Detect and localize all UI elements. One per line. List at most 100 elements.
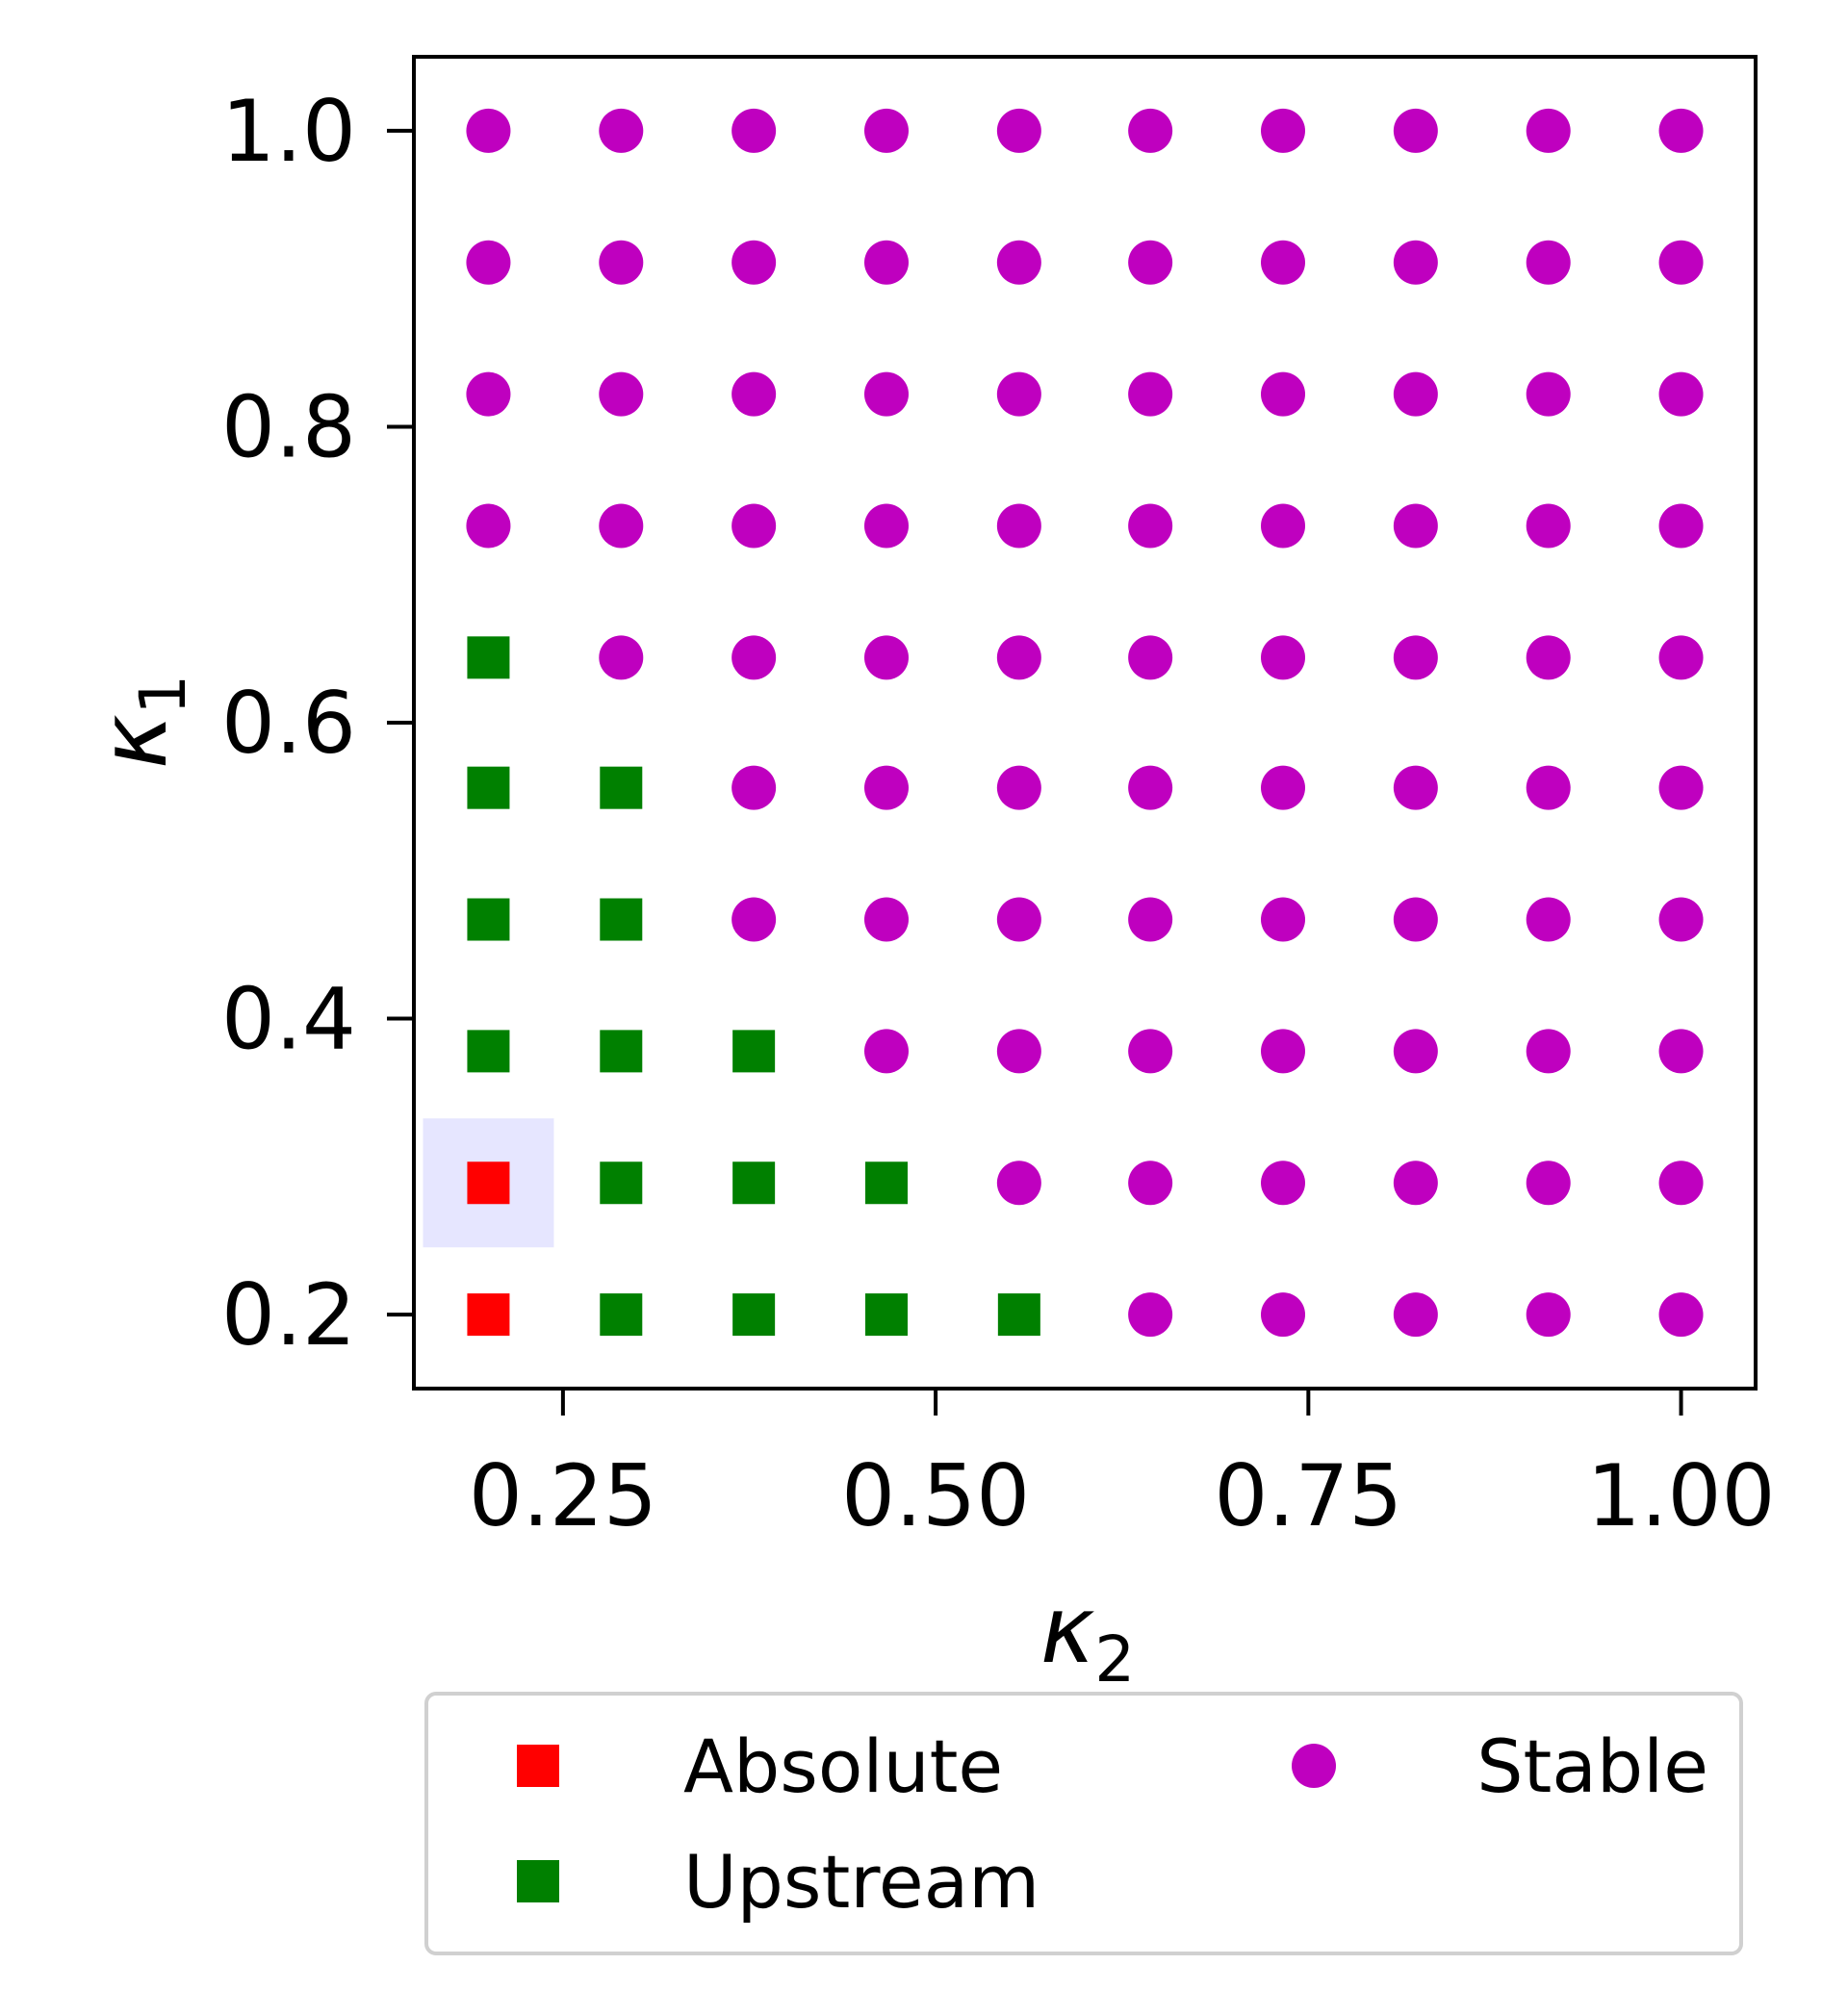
point-stable <box>1658 897 1704 942</box>
point-upstream <box>600 1030 643 1073</box>
point-stable <box>466 503 511 549</box>
point-stable <box>599 635 644 680</box>
point-stable <box>466 240 511 285</box>
point-stable <box>1526 635 1571 680</box>
point-upstream <box>732 1030 776 1073</box>
point-stable <box>863 635 909 680</box>
point-stable <box>863 503 909 549</box>
point-stable <box>1526 765 1571 810</box>
point-stable <box>599 240 644 285</box>
point-stable <box>1128 240 1173 285</box>
legend-marker-stable <box>1292 1744 1336 1788</box>
point-upstream <box>467 636 510 679</box>
x-axis-label: κ2 <box>1040 1576 1136 1697</box>
point-stable <box>732 635 777 680</box>
point-stable <box>1261 240 1306 285</box>
point-stable <box>1658 1292 1704 1338</box>
point-stable <box>732 240 777 285</box>
point-upstream <box>732 1293 776 1337</box>
y-tick-label: 0.6 <box>221 674 356 773</box>
point-stable <box>996 371 1041 417</box>
point-stable <box>1393 765 1438 810</box>
point-stable <box>1128 635 1173 680</box>
point-stable <box>466 108 511 153</box>
point-stable <box>1393 108 1438 153</box>
point-stable <box>1658 1161 1704 1206</box>
point-stable <box>996 897 1041 942</box>
legend-label-absolute: Absolute <box>683 1723 1003 1809</box>
plot-area <box>423 108 1704 1338</box>
point-stable <box>863 897 909 942</box>
point-stable <box>732 503 777 549</box>
point-upstream <box>467 898 510 941</box>
point-stable <box>1128 503 1173 549</box>
point-stable <box>1658 1029 1704 1074</box>
y-tick-label: 0.8 <box>221 377 356 476</box>
point-stable <box>996 240 1041 285</box>
point-stable <box>996 1161 1041 1206</box>
y-tick-label: 0.2 <box>221 1265 356 1365</box>
point-stable <box>863 240 909 285</box>
legend-marker-upstream <box>517 1860 559 1902</box>
point-stable <box>863 765 909 810</box>
point-stable <box>1393 371 1438 417</box>
point-upstream <box>600 1293 643 1337</box>
point-stable <box>1526 1292 1571 1338</box>
legend-frame <box>424 1692 1743 1955</box>
point-stable <box>1526 240 1571 285</box>
legend-marker-absolute <box>517 1745 559 1787</box>
point-stable <box>1393 897 1438 942</box>
point-stable <box>1393 1161 1438 1206</box>
point-stable <box>732 108 777 153</box>
point-stable <box>1128 1292 1173 1338</box>
point-stable <box>1261 371 1306 417</box>
y-tick-label: 0.4 <box>221 970 356 1069</box>
point-stable <box>996 108 1041 153</box>
point-stable <box>1261 765 1306 810</box>
point-stable <box>1658 371 1704 417</box>
point-stable <box>1526 1161 1571 1206</box>
x-tick-label: 0.25 <box>469 1446 657 1545</box>
point-stable <box>863 1029 909 1074</box>
point-stable <box>732 765 777 810</box>
point-stable <box>1658 240 1704 285</box>
point-stable <box>996 503 1041 549</box>
point-stable <box>1526 371 1571 417</box>
point-upstream <box>732 1161 776 1205</box>
point-stable <box>1261 1292 1306 1338</box>
point-stable <box>1393 503 1438 549</box>
point-upstream <box>864 1293 908 1337</box>
point-stable <box>996 635 1041 680</box>
point-stable <box>1393 240 1438 285</box>
point-stable <box>863 371 909 417</box>
point-stable <box>1261 108 1306 153</box>
point-stable <box>1393 1029 1438 1074</box>
point-stable <box>1261 1029 1306 1074</box>
point-absolute <box>467 1293 510 1337</box>
y-axis-label-subscript: 1 <box>126 675 200 715</box>
x-tick-label: 0.50 <box>841 1446 1030 1545</box>
point-stable <box>1393 1292 1438 1338</box>
point-stable <box>1526 1029 1571 1074</box>
point-stable <box>599 108 644 153</box>
point-stable <box>996 1029 1041 1074</box>
point-stable <box>732 371 777 417</box>
point-stable <box>996 765 1041 810</box>
point-stable <box>1128 108 1173 153</box>
legend-label-upstream: Upstream <box>683 1839 1040 1925</box>
y-axis-label: κ1 <box>80 675 200 770</box>
point-upstream <box>864 1161 908 1205</box>
x-axis-label-subscript: 2 <box>1094 1622 1135 1697</box>
point-stable <box>599 503 644 549</box>
point-stable <box>1526 897 1571 942</box>
legend-label-stable: Stable <box>1476 1723 1708 1809</box>
point-stable <box>1261 897 1306 942</box>
point-stable <box>1128 765 1173 810</box>
point-upstream <box>997 1293 1040 1337</box>
x-tick-label: 0.75 <box>1214 1446 1402 1545</box>
point-upstream <box>600 766 643 809</box>
x-axis: 0.25 0.50 0.75 1.00 <box>469 1389 1776 1545</box>
point-stable <box>1261 635 1306 680</box>
point-stable <box>599 371 644 417</box>
